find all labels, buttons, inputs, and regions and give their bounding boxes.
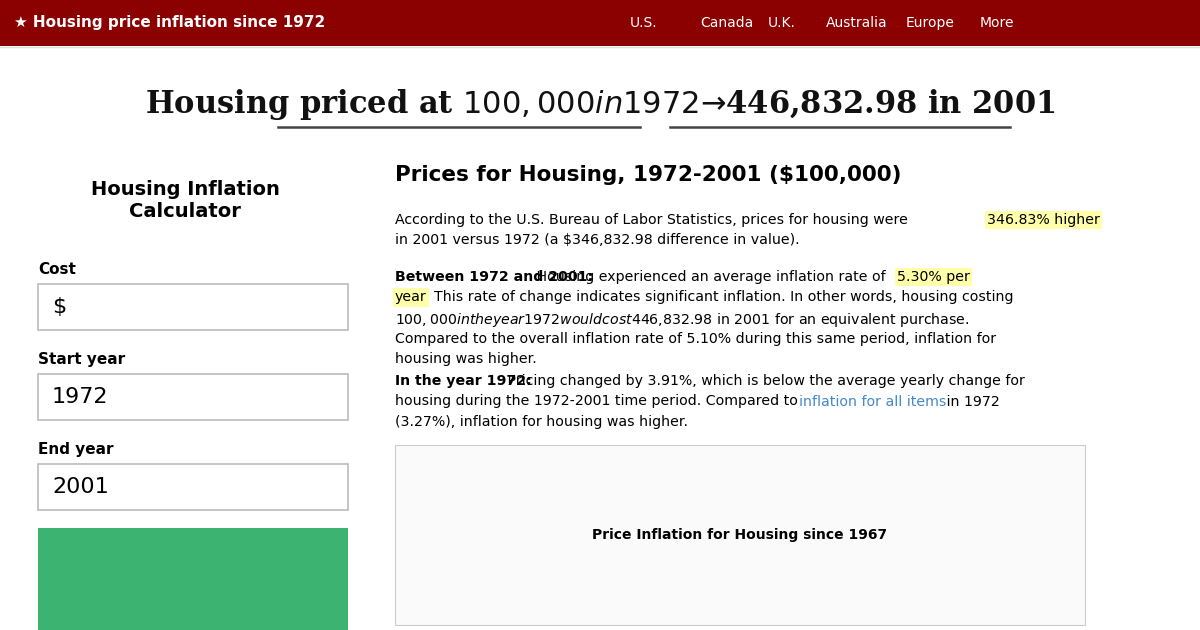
Text: Cost: Cost bbox=[38, 262, 76, 277]
Text: More: More bbox=[980, 16, 1014, 30]
Text: Housing Inflation: Housing Inflation bbox=[90, 180, 280, 199]
Text: in 1972: in 1972 bbox=[942, 394, 1000, 408]
Bar bbox=[38, 284, 348, 330]
Text: 1972: 1972 bbox=[52, 387, 108, 407]
Text: ★ Housing price inflation since 1972: ★ Housing price inflation since 1972 bbox=[14, 16, 325, 30]
Text: Australia: Australia bbox=[826, 16, 888, 30]
Text: 346.83% higher: 346.83% higher bbox=[986, 213, 1100, 227]
Text: Start year: Start year bbox=[38, 352, 125, 367]
Bar bbox=[38, 374, 348, 420]
Text: 2001: 2001 bbox=[52, 477, 109, 497]
Text: Prices for Housing, 1972-2001 ($100,000): Prices for Housing, 1972-2001 ($100,000) bbox=[395, 165, 901, 185]
Bar bbox=[38, 528, 348, 630]
Text: . This rate of change indicates significant inflation. In other words, housing c: . This rate of change indicates signific… bbox=[425, 290, 1014, 304]
Text: housing during the 1972-2001 time period. Compared to: housing during the 1972-2001 time period… bbox=[395, 394, 803, 408]
Text: in 2001 versus 1972 (a $346,832.98 difference in value).: in 2001 versus 1972 (a $346,832.98 diffe… bbox=[395, 234, 799, 248]
Text: U.K.: U.K. bbox=[768, 16, 796, 30]
Text: Price Inflation for Housing since 1967: Price Inflation for Housing since 1967 bbox=[593, 528, 888, 542]
Text: According to the U.S. Bureau of Labor Statistics, prices for housing were: According to the U.S. Bureau of Labor St… bbox=[395, 213, 912, 227]
Text: inflation for all items: inflation for all items bbox=[799, 394, 947, 408]
Text: Compared to the overall inflation rate of 5.10% during this same period, inflati: Compared to the overall inflation rate o… bbox=[395, 331, 996, 345]
Text: End year: End year bbox=[38, 442, 114, 457]
Text: $100,000 in the year 1972 would cost $446,832.98 in 2001 for an equivalent purch: $100,000 in the year 1972 would cost $44… bbox=[395, 311, 970, 329]
Text: 5.30% per: 5.30% per bbox=[898, 270, 970, 284]
Text: Housing experienced an average inflation rate of: Housing experienced an average inflation… bbox=[532, 270, 890, 284]
Text: year: year bbox=[395, 290, 427, 304]
Text: Europe: Europe bbox=[906, 16, 955, 30]
Text: Canada: Canada bbox=[700, 16, 754, 30]
Text: In the year 1972:: In the year 1972: bbox=[395, 374, 532, 388]
Text: Between 1972 and 2001:: Between 1972 and 2001: bbox=[395, 270, 593, 284]
Text: U.S.: U.S. bbox=[630, 16, 658, 30]
Text: Housing priced at $100,000 in 1972  →  $446,832.98 in 2001: Housing priced at $100,000 in 1972 → $44… bbox=[145, 88, 1055, 122]
Text: Pricing changed by 3.91%, which is below the average yearly change for: Pricing changed by 3.91%, which is below… bbox=[503, 374, 1025, 388]
Text: Calculator: Calculator bbox=[130, 202, 241, 221]
Text: (3.27%), inflation for housing was higher.: (3.27%), inflation for housing was highe… bbox=[395, 415, 688, 429]
Bar bbox=[395, 445, 1085, 625]
Bar bbox=[38, 464, 348, 510]
Bar bbox=[0, 0, 1200, 46]
Text: housing was higher.: housing was higher. bbox=[395, 352, 536, 366]
Text: $: $ bbox=[52, 297, 66, 317]
